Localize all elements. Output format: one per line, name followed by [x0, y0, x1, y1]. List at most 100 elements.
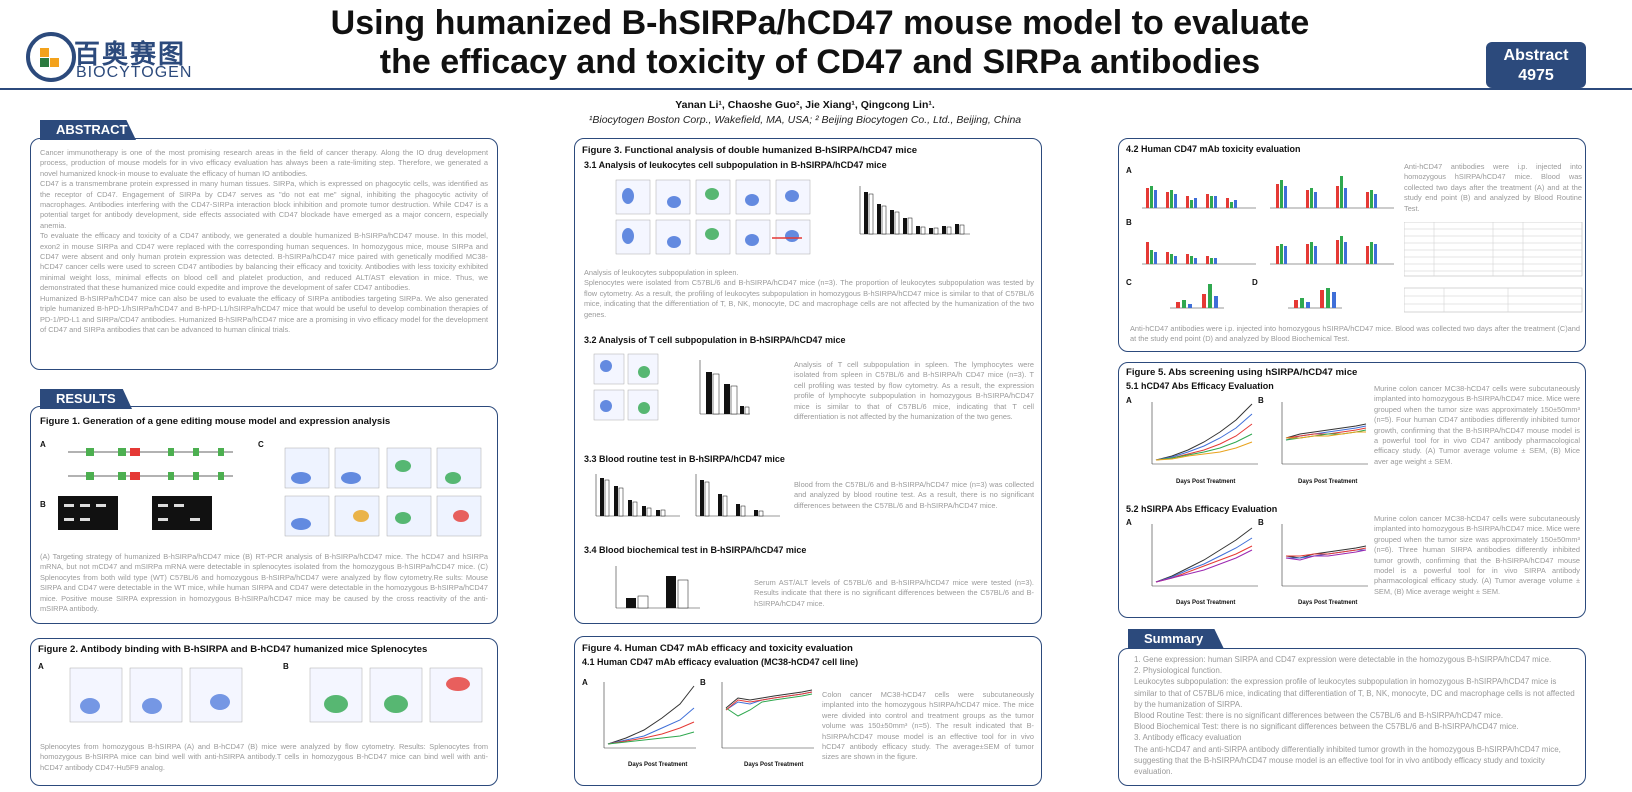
figure1-flow-cytometry-image — [284, 447, 482, 537]
figure5-2-title: 5.2 hSIRPA Abs Efficacy Evaluation — [1126, 504, 1278, 514]
title-line-1: Using humanized B-hSIRPa/hCD47 mouse mod… — [330, 4, 1310, 42]
logo-mark-icon — [26, 32, 76, 82]
figure3-1-flow-image — [615, 179, 811, 255]
badge-line-2: 4975 — [1518, 67, 1554, 84]
authors: Yanan Li¹, Chaoshe Guo², Jie Xiang¹, Qin… — [675, 99, 935, 111]
abstract-number-badge: Abstract 4975 — [1486, 42, 1586, 88]
badge-line-1: Abstract — [1503, 47, 1569, 64]
summary-line-4: Blood Routine Test: there is no signific… — [1134, 711, 1504, 721]
figure2-label-b: B — [283, 662, 289, 671]
figure3-3-text: Blood from the C57BL/6 and B-hSIRPA/hCD4… — [794, 480, 1034, 510]
figure2-flow-panel-a-image — [69, 667, 243, 723]
figure2-label-a: A — [38, 662, 44, 671]
figure1-rtpcr-gel-image — [58, 496, 212, 530]
figure5-2-xlabel-a: Days Post Treatment — [1176, 600, 1236, 606]
figure5-1-text: Murine colon cancer MC38-hCD47 cells wer… — [1374, 384, 1580, 466]
logo-chinese-text: 百奥赛图 — [74, 40, 187, 70]
abstract-paragraph-4: Humanized B-hSIRPa/hCD47 mice can also b… — [40, 293, 488, 334]
biocytogen-logo: 百奥赛图 BIOCYTOGEN — [26, 30, 196, 84]
figure4-2-text-right: Anti-hCD47 antibodies were i.p. injected… — [1404, 162, 1582, 213]
figure3-4-text: Serum AST/ALT levels of C57BL/6 and B-hS… — [754, 578, 1034, 608]
summary-tab: Summary — [1128, 629, 1224, 649]
figure4-2-blood-routine-a-image — [1142, 176, 1394, 209]
figure4-2-label-c: C — [1126, 278, 1132, 287]
header-bar: 百奥赛图 BIOCYTOGEN Using humanized B-hSIRPa… — [0, 0, 1632, 90]
figure3-4-biochemical-chart-image — [615, 566, 700, 609]
abstract-paragraph-1: Cancer immunotherapy is one of the most … — [40, 148, 488, 178]
figure1-title: Figure 1. Generation of a gene editing m… — [40, 416, 391, 427]
figure2-caption: Splenocytes from homozygous B-hSIRPA (A)… — [40, 742, 488, 772]
figure4-label-b: B — [700, 678, 706, 687]
figure4-1-text: Colon cancer MC38-hCD47 cells were subcu… — [822, 690, 1034, 762]
figure5-1-body-weight-chart-image — [1281, 402, 1368, 465]
figure5-2-body-weight-chart-image — [1281, 524, 1368, 587]
summary-line-1: 1. Gene expression: human SIRPA and CD47… — [1134, 655, 1552, 664]
figure3-3-blood-routine-chart-image — [595, 474, 780, 517]
abstract-paragraph-3: To evaluate the efficacy and toxicity of… — [40, 231, 488, 293]
figure5-1-label-b: B — [1258, 396, 1264, 405]
figure3-2-title: 3.2 Analysis of T cell subpopulation in … — [584, 335, 846, 345]
figure4-2-biochem-c-image — [1170, 284, 1224, 309]
figure4-1-tumor-volume-chart-image — [603, 682, 696, 749]
figure3-4-title: 3.4 Blood biochemical test in B-hSIRPA/h… — [584, 545, 807, 555]
abstract-text: Cancer immunotherapy is one of the most … — [40, 148, 488, 335]
figure3-2-text: Analysis of T cell subpopulation in sple… — [794, 360, 1034, 422]
figure5-2-tumor-volume-chart-image — [1151, 524, 1258, 587]
figure5-1-label-a: A — [1126, 396, 1132, 405]
figure4-1-title: 4.1 Human CD47 mAb efficacy evaluation (… — [582, 657, 859, 667]
figure5-1-xlabel-a: Days Post Treatment — [1176, 479, 1236, 485]
figure3-title: Figure 3. Functional analysis of double … — [582, 145, 918, 156]
figure4-panel — [574, 636, 1042, 786]
title-line-2: the efficacy and toxicity of CD47 and SI… — [379, 43, 1261, 81]
results-tab: RESULTS — [40, 389, 132, 409]
summary-line-5: Blood Biochemical Test: there is no sign… — [1134, 722, 1519, 732]
figure3-1-text: Analysis of leukocytes subpopulation in … — [584, 268, 1034, 320]
summary-line-2: 2. Physiological function. — [1134, 666, 1223, 676]
figure5-2-label-a: A — [1126, 518, 1132, 527]
figure5-panel — [1118, 362, 1586, 618]
figure2-flow-panel-b-image — [309, 667, 483, 723]
figure2-title: Figure 2. Antibody binding with B-hSIRPA… — [38, 644, 428, 655]
figure3-3-title: 3.3 Blood routine test in B-hSIRPA/hCD47… — [584, 454, 785, 464]
figure5-1-title: 5.1 hCD47 Abs Efficacy Evaluation — [1126, 381, 1274, 391]
figure4-2-title: 4.2 Human CD47 mAb toxicity evaluation — [1126, 144, 1301, 154]
figure5-1-xlabel-b: Days Post Treatment — [1298, 479, 1358, 485]
summary-line-7: The anti-hCD47 and anti-SIRPA antibody d… — [1134, 744, 1561, 777]
figure3-1-bar-chart-image — [859, 186, 970, 235]
figure5-title: Figure 5. Abs screening using hSIRPA/hCD… — [1126, 367, 1358, 378]
abstract-tab: ABSTRACT — [40, 120, 136, 140]
figure4-2-label-a: A — [1126, 166, 1132, 175]
figure1-label-a: A — [40, 440, 46, 449]
affiliation: ¹Biocytogen Boston Corp., Wakefield, MA,… — [588, 114, 1022, 126]
figure5-2-xlabel-b: Days Post Treatment — [1298, 600, 1358, 606]
summary-line-3: Leukocytes subpopulation: the expression… — [1134, 677, 1575, 709]
figure3-1-title: 3.1 Analysis of leukocytes cell subpopul… — [584, 160, 887, 170]
figure5-2-label-b: B — [1258, 518, 1264, 527]
figure1-caption: (A) Targeting strategy of humanized B-hS… — [40, 552, 488, 614]
figure4-2-label-b: B — [1126, 218, 1132, 227]
abstract-paragraph-2: CD47 is a transmembrane protein expresse… — [40, 179, 488, 230]
figure3-2-flow-and-bar-image — [593, 353, 750, 421]
figure4-2-text-bottom: Anti-hCD47 antibodies were i.p. injected… — [1130, 324, 1580, 344]
summary-text: 1. Gene expression: human SIRPA and CD47… — [1134, 654, 1576, 777]
figure4-2-abbreviation-tables-image — [1404, 222, 1583, 313]
abstract-panel — [30, 138, 498, 370]
summary-line-6: 3. Antibody efficacy evaluation — [1134, 733, 1242, 743]
figure4-title: Figure 4. Human CD47 mAb efficacy and to… — [582, 643, 853, 654]
figure1-label-b: B — [40, 500, 46, 509]
figure3-1-text-a: Analysis of leukocytes subpopulation in … — [584, 268, 739, 277]
figure3-1-text-b: Splenocytes were isolated from C57BL/6 a… — [584, 278, 1034, 319]
figure5-2-text: Murine colon cancer MC38-hCD47 cells wer… — [1374, 514, 1580, 596]
figure5-1-tumor-volume-chart-image — [1151, 402, 1258, 465]
figure4-xlabel-a: Days Post Treatment — [628, 762, 688, 768]
figure4-1-body-weight-chart-image — [721, 682, 814, 749]
figure4-2-blood-routine-b-image — [1142, 236, 1394, 265]
poster-title: Using humanized B-hSIRPa/hCD47 mouse mod… — [290, 4, 1350, 82]
summary-panel — [1118, 648, 1586, 786]
figure4-2-label-d: D — [1252, 278, 1258, 287]
figure1-targeting-strategy-image — [68, 448, 233, 480]
figure4-label-a: A — [582, 678, 588, 687]
figure1-label-c: C — [258, 440, 264, 449]
figure4-xlabel-b: Days Post Treatment — [744, 762, 804, 768]
